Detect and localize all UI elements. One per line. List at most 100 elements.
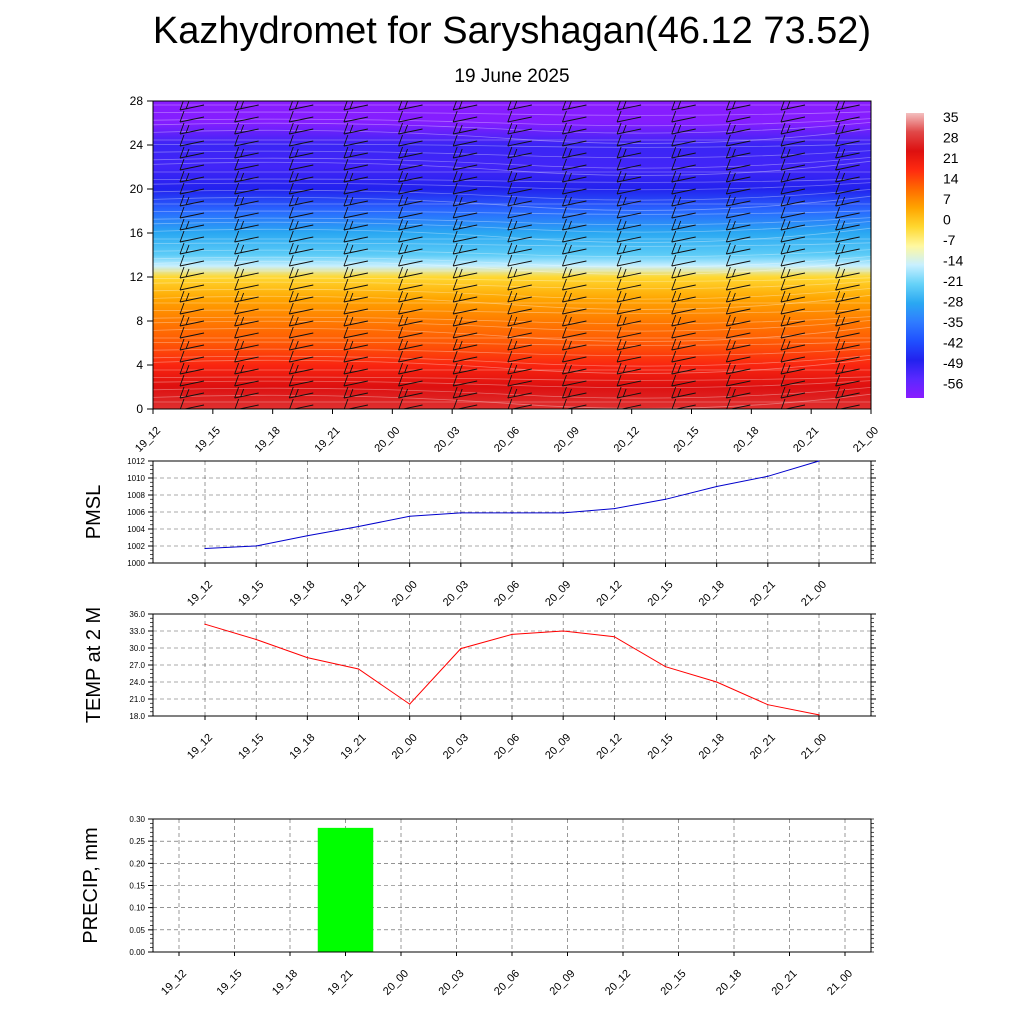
wind-barb-feather xyxy=(835,278,841,291)
y-tick-label: 16 xyxy=(130,226,144,240)
wind-barb-feather xyxy=(240,196,245,206)
wind-barb xyxy=(835,320,860,327)
wind-barb-feather xyxy=(185,316,190,326)
wind-barb xyxy=(671,320,696,327)
wind-barb xyxy=(507,380,532,387)
x-tick-label: 20_03 xyxy=(441,732,471,762)
wind-barb-feather xyxy=(349,268,354,278)
wind-barb-feather xyxy=(731,268,736,278)
wind-barb xyxy=(671,344,696,351)
wind-barb xyxy=(289,296,314,303)
wind-barb xyxy=(507,344,532,351)
wind-barb-feather xyxy=(288,218,294,231)
wind-barb-feather xyxy=(671,101,676,111)
wind-barb xyxy=(289,104,314,111)
x-tick-label: 19_21 xyxy=(339,579,369,609)
x-tick-label: 21_00 xyxy=(799,732,829,762)
wind-barb xyxy=(562,344,587,351)
wind-barb-feather xyxy=(780,194,786,207)
wind-barb-feather xyxy=(179,254,185,267)
wind-barb-feather xyxy=(780,230,786,243)
wind-barb-feather xyxy=(568,101,572,110)
data-point xyxy=(357,525,360,528)
wind-barb xyxy=(453,140,478,147)
wind-barb-feather xyxy=(677,172,682,182)
wind-barb-feather xyxy=(622,172,627,182)
wind-barb-feather xyxy=(725,206,731,219)
wind-barb-feather xyxy=(725,374,731,387)
wind-barb-feather xyxy=(513,316,518,326)
x-tick-label: 20_09 xyxy=(548,968,578,998)
wind-barb-feather xyxy=(240,148,245,158)
wind-barb-feather xyxy=(404,196,408,206)
wind-barb xyxy=(234,368,259,375)
wind-barb-feather xyxy=(562,122,567,135)
wind-barb-feather xyxy=(568,340,572,350)
wind-barb-feather xyxy=(398,290,403,303)
wind-barb-feather xyxy=(616,278,622,291)
wind-barb-feather xyxy=(289,398,294,409)
wind-barb-feather xyxy=(458,268,463,278)
wind-barb-feather xyxy=(343,101,348,111)
y-tick-label: 1012 xyxy=(127,457,145,466)
wind-barb-feather xyxy=(568,388,572,398)
wind-barb xyxy=(671,104,696,111)
wind-barb xyxy=(562,392,587,399)
y-axis-label: PMSL xyxy=(83,485,105,539)
wind-barb-feather xyxy=(671,170,677,183)
wind-barb xyxy=(453,200,478,207)
wind-barb-feather xyxy=(343,326,349,339)
wind-barb-feather xyxy=(343,386,349,399)
wind-barb-feather xyxy=(671,290,677,303)
wind-barb-feather xyxy=(513,148,518,158)
wind-barb-feather xyxy=(671,122,677,135)
x-tick-label: 19_15 xyxy=(236,579,266,609)
y-tick-label: 24 xyxy=(130,138,144,152)
wind-barb xyxy=(616,332,642,339)
wind-barb xyxy=(398,104,423,111)
wind-barb xyxy=(616,392,642,399)
wind-barb xyxy=(616,260,642,267)
wind-barb xyxy=(507,140,532,147)
wind-barb-feather xyxy=(616,374,622,387)
wind-barb xyxy=(726,188,751,195)
wind-barb-feather xyxy=(343,278,349,291)
wind-barb-feather xyxy=(616,350,622,363)
colorbar-strip xyxy=(906,113,924,398)
wind-barb xyxy=(726,272,751,279)
wind-barb xyxy=(179,212,205,219)
wind-barb xyxy=(780,296,806,303)
y-tick-label: 20 xyxy=(130,182,144,196)
wind-barb-feather xyxy=(343,290,349,303)
wind-barb xyxy=(562,176,587,183)
wind-barb-feather xyxy=(725,110,731,123)
precip-bar xyxy=(317,827,374,952)
wind-barb-feather xyxy=(622,292,627,302)
wind-barb-feather xyxy=(240,124,245,134)
wind-barb xyxy=(453,308,478,315)
x-tick-label: 20_06 xyxy=(492,425,522,455)
wind-barb-feather xyxy=(616,302,622,315)
wind-barb-feather xyxy=(725,158,731,171)
x-tick-label: 21_00 xyxy=(851,425,881,455)
wind-barb-feather xyxy=(835,230,841,243)
x-tick-label: 20_21 xyxy=(748,732,778,762)
wind-barb xyxy=(835,152,860,159)
wind-barb-feather xyxy=(288,254,294,267)
wind-barb-feather xyxy=(562,290,567,303)
wind-barb-feather xyxy=(835,314,841,327)
contour-line xyxy=(153,157,871,169)
wind-barb-feather xyxy=(616,218,622,231)
wind-barb-feather xyxy=(513,268,518,278)
wind-barb-feather xyxy=(725,350,731,363)
wind-barb xyxy=(343,116,368,123)
wind-barb-feather xyxy=(288,266,294,279)
wind-barb xyxy=(179,152,205,159)
wind-barb-feather xyxy=(616,266,622,279)
wind-barb-feather xyxy=(568,292,572,302)
wind-barb-feather xyxy=(288,350,294,363)
wind-barb-feather xyxy=(398,386,403,399)
wind-barb xyxy=(616,104,642,111)
wind-barb xyxy=(507,308,532,315)
wind-barb-feather xyxy=(622,148,627,158)
